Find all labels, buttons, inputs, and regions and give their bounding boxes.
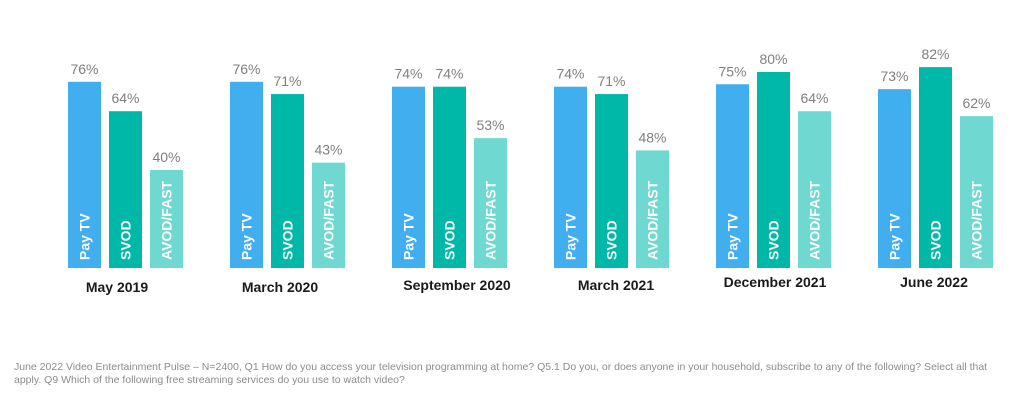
bar-may-2019-svod [109,111,142,268]
value-label-june-2022-avod-fast: 62% [962,95,990,111]
value-label-december-2021-avod-fast: 64% [800,90,828,106]
bar-december-2021-pay-tv [716,84,749,268]
bar-name-label-may-2019-svod: SVOD [118,220,134,260]
bar-march-2020-svod [271,94,304,268]
value-label-june-2022-svod: 82% [921,46,949,62]
value-label-march-2021-avod-fast: 48% [638,129,666,145]
category-label-may-2019: May 2019 [86,279,148,295]
bar-december-2021-svod [757,72,790,268]
bar-september-2020-avod-fast [474,138,507,268]
bar-name-label-march-2021-svod: SVOD [604,220,620,260]
value-label-may-2019-avod-fast: 40% [152,149,180,165]
value-label-march-2021-svod: 71% [597,73,625,89]
category-label-march-2020: March 2020 [242,279,318,295]
bar-june-2022-pay-tv [878,89,911,269]
value-label-september-2020-svod: 74% [435,66,463,82]
bar-march-2021-avod-fast [636,150,669,268]
bar-name-label-march-2020-avod-fast: AVOD/FAST [321,180,337,260]
bar-may-2019-avod-fast [150,170,183,268]
bar-name-label-june-2022-avod-fast: AVOD/FAST [969,180,985,260]
category-label-september-2020: September 2020 [403,277,511,293]
bar-name-label-december-2021-pay-tv: Pay TV [725,213,741,260]
bar-march-2021-svod [595,94,628,268]
bar-name-label-march-2020-svod: SVOD [280,220,296,260]
value-label-december-2021-pay-tv: 75% [718,63,746,79]
bar-december-2021-avod-fast [798,111,831,268]
bar-september-2020-pay-tv [392,86,425,268]
value-label-december-2021-svod: 80% [759,51,787,67]
bar-name-label-december-2021-avod-fast: AVOD/FAST [807,180,823,260]
bar-name-label-december-2021-svod: SVOD [766,220,782,260]
bar-march-2021-pay-tv [554,86,587,268]
bar-name-label-june-2022-svod: SVOD [928,220,944,260]
bar-chart: 76% Pay TV 64% SVOD 40% AVOD/FAST May 2019 76% P… [68,46,993,295]
bar-name-label-may-2019-pay-tv: Pay TV [77,213,93,260]
category-label-december-2021: December 2021 [724,274,827,290]
bar-march-2020-pay-tv [230,81,263,268]
value-label-march-2020-avod-fast: 43% [314,142,342,158]
category-label-march-2021: March 2021 [578,277,654,293]
bar-june-2022-avod-fast [960,116,993,268]
value-label-march-2021-pay-tv: 74% [556,66,584,82]
bar-name-label-september-2020-svod: SVOD [442,220,458,260]
bar-september-2020-svod [433,86,466,268]
bar-name-label-march-2021-pay-tv: Pay TV [563,213,579,260]
bar-march-2020-avod-fast [312,162,345,268]
value-label-march-2020-svod: 71% [273,73,301,89]
bar-name-label-march-2021-avod-fast: AVOD/FAST [645,180,661,260]
bar-name-label-september-2020-pay-tv: Pay TV [401,213,417,260]
value-label-may-2019-pay-tv: 76% [70,61,98,77]
value-label-march-2020-pay-tv: 76% [232,61,260,77]
category-label-june-2022: June 2022 [900,274,968,290]
bar-name-label-june-2022-pay-tv: Pay TV [887,213,903,260]
value-label-september-2020-pay-tv: 74% [394,66,422,82]
bar-name-label-september-2020-avod-fast: AVOD/FAST [483,180,499,260]
value-label-june-2022-pay-tv: 73% [880,68,908,84]
footnote: June 2022 Video Entertainment Pulse – N=… [14,361,988,386]
value-label-september-2020-avod-fast: 53% [476,117,504,133]
bar-june-2022-svod [919,67,952,268]
bar-name-label-march-2020-pay-tv: Pay TV [239,213,255,260]
bar-name-label-may-2019-avod-fast: AVOD/FAST [159,180,175,260]
value-label-may-2019-svod: 64% [111,90,139,106]
bar-may-2019-pay-tv [68,81,101,268]
